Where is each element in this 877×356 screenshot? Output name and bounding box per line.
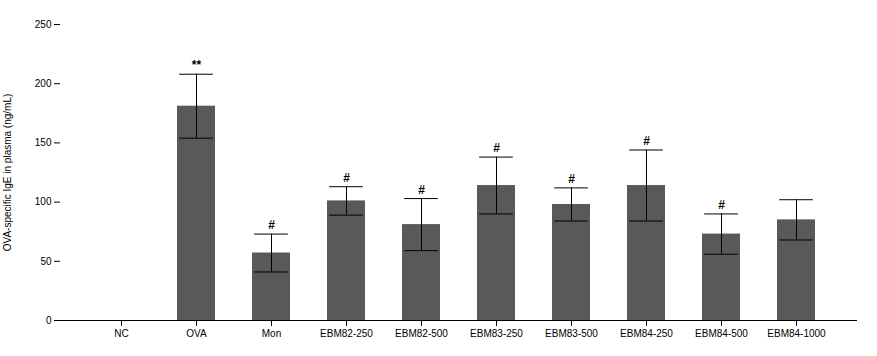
svg-text:#: # — [418, 183, 425, 197]
svg-text:100: 100 — [35, 196, 52, 207]
svg-text:#: # — [643, 134, 650, 148]
svg-text:#: # — [493, 141, 500, 155]
svg-text:EBM82-250: EBM82-250 — [320, 328, 373, 339]
svg-text:EBM83-500: EBM83-500 — [545, 328, 598, 339]
svg-text:#: # — [568, 172, 575, 186]
svg-text:EBM82-500: EBM82-500 — [395, 328, 448, 339]
svg-text:#: # — [718, 198, 725, 212]
svg-text:OVA: OVA — [186, 328, 207, 339]
svg-text:200: 200 — [35, 78, 52, 89]
svg-text:EBM84-500: EBM84-500 — [695, 328, 748, 339]
svg-text:250: 250 — [35, 19, 52, 30]
svg-text:EBM83-250: EBM83-250 — [470, 328, 523, 339]
svg-text:**: ** — [192, 58, 202, 72]
svg-text:0: 0 — [46, 315, 52, 326]
svg-text:#: # — [268, 218, 275, 232]
svg-text:150: 150 — [35, 137, 52, 148]
svg-text:Mon: Mon — [262, 328, 281, 339]
svg-text:NC: NC — [114, 328, 128, 339]
svg-text:#: # — [343, 171, 350, 185]
svg-text:EBM84-250: EBM84-250 — [620, 328, 673, 339]
svg-text:50: 50 — [40, 255, 52, 266]
svg-text:EBM84-1000: EBM84-1000 — [767, 328, 826, 339]
svg-text:OVA-specific IgE in plasma (ng: OVA-specific IgE in plasma (ng/mL) — [2, 94, 13, 252]
